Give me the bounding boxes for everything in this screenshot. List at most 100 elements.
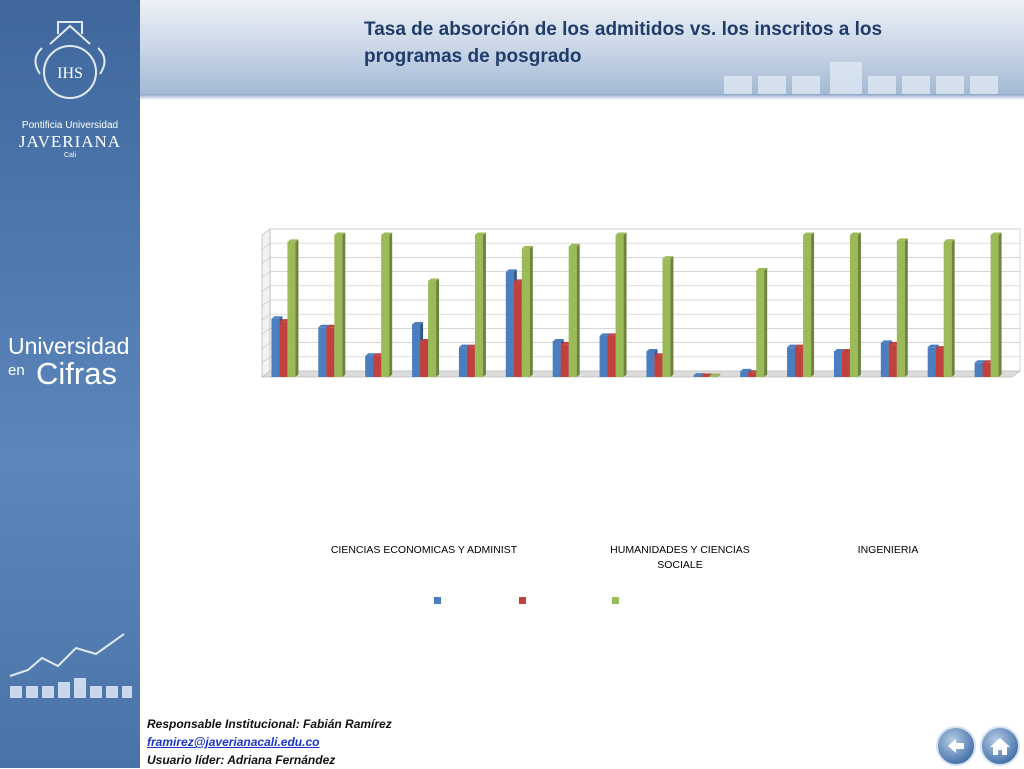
brand-cifras: Cifras <box>36 356 117 391</box>
gridline <box>261 370 1020 378</box>
svg-text:IHS: IHS <box>57 65 83 82</box>
bar-top <box>709 373 721 376</box>
footer-email-link[interactable]: framirez@javerianacali.edu.co <box>147 735 320 749</box>
bar-top <box>287 239 299 242</box>
sidebar: IHS Pontificia Universidad JAVERIANA Cal… <box>0 0 140 768</box>
bar-admitidos <box>373 355 382 377</box>
legend-swatch <box>434 597 441 604</box>
bar-top <box>474 232 486 235</box>
footer-responsable: Responsable Institucional: Fabián Ramíre… <box>147 717 392 731</box>
bar-inscritos <box>927 347 936 377</box>
bar-tasa <box>803 235 812 377</box>
bar-admitidos <box>420 341 429 377</box>
bar-side <box>670 256 674 377</box>
bar-tasa <box>990 235 999 377</box>
bar-side <box>342 232 346 377</box>
bar-top <box>646 348 658 352</box>
group-label: INGENIERIA <box>858 544 919 556</box>
bar-side <box>482 232 486 377</box>
bar-admitidos <box>888 344 897 377</box>
bar-top <box>740 368 752 372</box>
bar-side <box>436 278 440 377</box>
bar-top <box>381 232 393 235</box>
bar-top <box>974 360 986 363</box>
gridline <box>261 257 1020 264</box>
bar-top <box>896 238 908 241</box>
bar-top <box>318 324 330 328</box>
page-title: Tasa de absorción de los admitidos vs. l… <box>364 19 883 67</box>
back-button[interactable] <box>936 726 976 766</box>
bar-admitidos <box>701 376 710 377</box>
group-label: HUMANIDADES Y CIENCIAS SOCIALE <box>610 544 750 571</box>
bar-inscritos <box>412 324 421 377</box>
bar-inscritos <box>740 371 749 377</box>
bar-top <box>505 269 517 272</box>
bar-tasa <box>943 241 952 377</box>
bar-side <box>529 245 533 377</box>
home-icon <box>990 738 1010 755</box>
bar-top <box>849 232 861 235</box>
bar-side <box>998 232 1002 377</box>
bar-top <box>271 316 283 319</box>
rising-bars-icon <box>9 633 132 698</box>
footer: Responsable Institucional: Fabián Ramíre… <box>147 715 392 769</box>
bar-top <box>552 339 564 342</box>
bar-admitidos <box>841 351 850 377</box>
bar-inscritos <box>318 327 327 377</box>
bar-inscritos <box>505 271 514 377</box>
group-label: CIENCIAS ECONOMICAS Y ADMINIST <box>331 544 518 556</box>
bar-tasa <box>662 258 671 377</box>
bar-top <box>927 344 939 348</box>
bar-side <box>857 232 861 377</box>
bar-top <box>412 321 424 325</box>
bar-tasa <box>521 248 530 377</box>
bar-tasa <box>428 281 437 377</box>
bar-inscritos <box>552 341 561 377</box>
bar-tasa <box>287 241 296 377</box>
bar-top <box>615 232 627 235</box>
bar-inscritos <box>646 351 655 377</box>
logo-line-3: Cali <box>63 152 77 159</box>
bar-top <box>428 278 440 282</box>
bar-top <box>880 340 892 343</box>
bar-side <box>904 238 908 377</box>
bar-tasa <box>334 235 343 377</box>
bar-inscritos <box>974 362 983 377</box>
bar-tasa <box>568 246 577 377</box>
bar-top <box>833 348 845 352</box>
bar-inscritos <box>693 375 702 377</box>
bar-tasa <box>709 376 718 377</box>
gridline <box>261 299 1020 307</box>
bar-top <box>365 353 377 356</box>
bar-tasa <box>474 235 483 377</box>
bar-inscritos <box>271 318 280 377</box>
university-crest-icon: IHS <box>34 21 106 99</box>
bar-side <box>295 239 299 377</box>
bar-admitidos <box>748 372 757 377</box>
gridline <box>261 342 1020 349</box>
bar-side <box>764 268 768 377</box>
bar-admitidos <box>935 348 944 377</box>
bar-inscritos <box>599 335 608 377</box>
bar-top <box>803 232 815 235</box>
gridline <box>261 271 1020 278</box>
gridline <box>261 285 1020 293</box>
bar-tasa <box>849 235 858 377</box>
bar-top <box>599 333 611 336</box>
bar-tasa <box>896 240 905 377</box>
brand-universidad: Universidad <box>8 333 130 359</box>
header: Tasa de absorción de los admitidos vs. l… <box>140 0 1024 100</box>
bar-inscritos <box>365 355 374 377</box>
bar-top <box>943 239 955 242</box>
gridline <box>261 228 1020 236</box>
bar-side <box>951 239 955 377</box>
gridline <box>261 242 1020 250</box>
bar-top <box>787 344 799 348</box>
bar-side <box>623 232 627 377</box>
bar-admitidos <box>982 362 991 377</box>
home-button[interactable] <box>980 726 1020 766</box>
brand-en: en <box>8 362 25 379</box>
bar-tasa <box>381 235 390 377</box>
bar-inscritos <box>880 342 889 377</box>
bar-side <box>811 232 815 377</box>
